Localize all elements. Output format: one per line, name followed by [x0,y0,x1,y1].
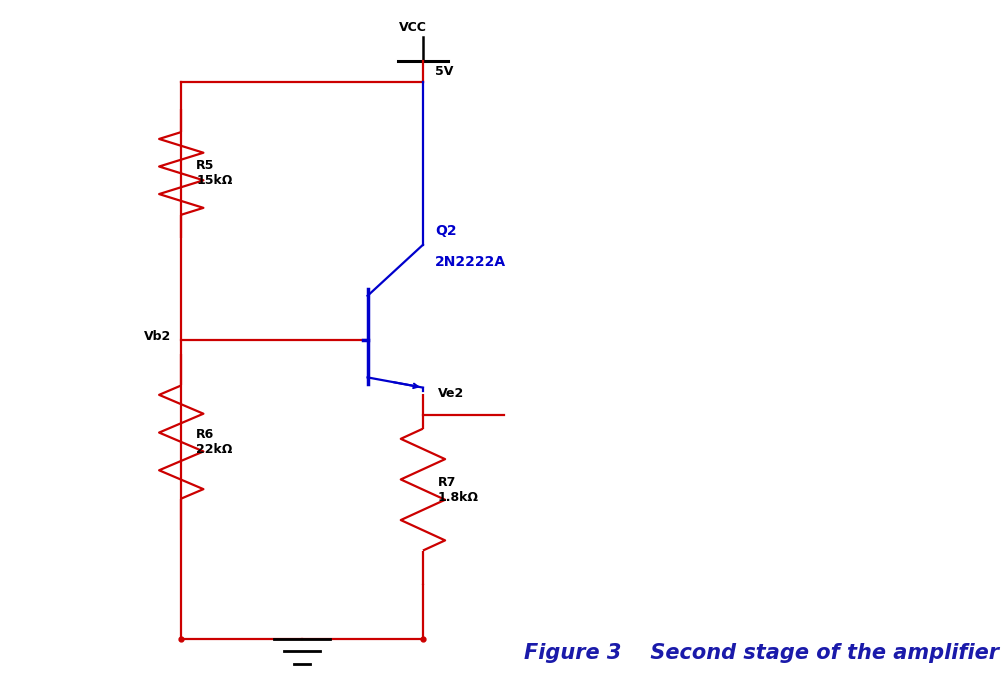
Text: Ve2: Ve2 [438,387,464,400]
Text: Figure 3    Second stage of the amplifier: Figure 3 Second stage of the amplifier [524,643,999,663]
Text: R7
1.8kΩ: R7 1.8kΩ [438,475,479,504]
Text: 2N2222A: 2N2222A [435,255,507,269]
Text: R5
15kΩ: R5 15kΩ [196,159,233,188]
Text: VCC: VCC [399,21,427,34]
Text: Vb2: Vb2 [144,330,171,343]
Text: R6
22kΩ: R6 22kΩ [196,428,233,456]
Text: Q2: Q2 [435,224,456,238]
Text: 5V: 5V [435,65,453,78]
